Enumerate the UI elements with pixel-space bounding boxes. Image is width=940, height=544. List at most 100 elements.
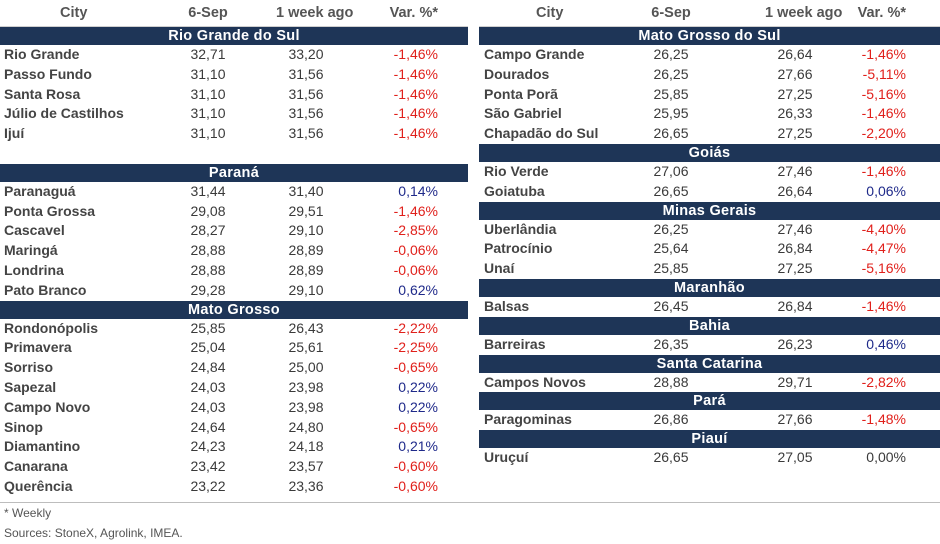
price-week-ago: 29,51 [288, 202, 324, 219]
price-variation: -2,25% [393, 339, 438, 356]
price-variation: -1,46% [393, 105, 438, 122]
header-city: City [536, 5, 564, 21]
city-name: Ponta Porã [484, 85, 558, 102]
price-variation: -2,82% [861, 373, 906, 390]
price-week-ago: 23,36 [288, 477, 324, 494]
city-name: Uruçuí [484, 449, 529, 466]
price-variation: -1,46% [861, 46, 906, 62]
region-header: Mato Grosso [0, 300, 468, 319]
city-name: Querência [4, 477, 73, 494]
price-week-ago: 26,23 [777, 335, 813, 352]
price-week-ago: 27,25 [777, 125, 813, 142]
price-week-ago: 24,18 [288, 438, 324, 455]
table-row: Patrocínio 25,64 26,84 -4,47% [479, 239, 940, 259]
price-variation: -1,46% [393, 85, 438, 102]
price-variation: -0,60% [393, 477, 438, 494]
header-week-ago: 1 week ago [765, 5, 843, 21]
price-current: 25,85 [653, 260, 689, 277]
city-name: Campo Novo [4, 398, 91, 415]
price-week-ago: 29,10 [288, 222, 324, 239]
left-price-table: City 6-Sep 1 week ago Var. %* Rio Grande… [0, 0, 468, 497]
header-date: 6-Sep [651, 5, 691, 21]
price-current: 26,25 [653, 46, 689, 62]
price-current: 26,45 [653, 297, 689, 314]
price-variation: 0,62% [398, 281, 438, 298]
header-variation: Var. %* [857, 5, 906, 21]
price-variation: -0,60% [393, 458, 438, 475]
region-header: Mato Grosso do Sul [479, 27, 940, 45]
table-row: Unaí 25,85 27,25 -5,16% [479, 259, 940, 279]
city-name: Sinop [4, 418, 43, 435]
city-name: Dourados [484, 65, 550, 82]
city-name: Sorriso [4, 359, 54, 376]
price-week-ago: 23,98 [288, 378, 324, 395]
city-name: Barreiras [484, 335, 546, 352]
price-week-ago: 31,56 [288, 85, 324, 102]
region-header: Rio Grande do Sul [0, 27, 468, 45]
table-row: Maringá 28,88 28,89 -0,06% [0, 241, 468, 261]
table-row: Campo Grande 26,25 26,64 -1,46% [479, 45, 940, 65]
city-name: Pato Branco [4, 281, 87, 298]
price-variation: 0,14% [398, 182, 438, 199]
table-row: Sapezal 24,03 23,98 0,22% [0, 378, 468, 398]
region-header: Bahia [479, 316, 940, 335]
city-name: Goiatuba [484, 182, 545, 199]
price-current: 25,04 [190, 339, 226, 356]
price-current: 26,25 [653, 65, 689, 82]
table-row: Chapadão do Sul 26,65 27,25 -2,20% [479, 124, 940, 144]
price-week-ago: 26,64 [777, 46, 813, 62]
footer-divider [0, 502, 940, 503]
price-week-ago: 27,46 [777, 220, 813, 237]
price-current: 24,84 [190, 359, 226, 376]
region-header: Piauí [479, 430, 940, 449]
city-name: Chapadão do Sul [484, 125, 599, 142]
price-current: 24,64 [190, 418, 226, 435]
table-row: Campo Novo 24,03 23,98 0,22% [0, 398, 468, 418]
header-city: City [60, 5, 88, 21]
sources-note: Sources: StoneX, Agrolink, IMEA. [4, 526, 183, 540]
city-name: Rio Grande [4, 46, 80, 62]
price-current: 31,10 [190, 65, 226, 82]
city-name: Diamantino [4, 438, 81, 455]
city-name: Maringá [4, 242, 58, 259]
price-variation: -1,48% [861, 411, 906, 428]
price-week-ago: 27,05 [777, 449, 813, 466]
price-variation: 0,00% [866, 449, 906, 466]
price-week-ago: 29,71 [777, 373, 813, 390]
table-row: Primavera 25,04 25,61 -2,25% [0, 338, 468, 358]
table-row: São Gabriel 25,95 26,33 -1,46% [479, 104, 940, 124]
city-name: São Gabriel [484, 105, 562, 122]
table-row: Sorriso 24,84 25,00 -0,65% [0, 358, 468, 378]
price-variation: -0,06% [393, 242, 438, 259]
table-row: Rondonópolis 25,85 26,43 -2,22% [0, 319, 468, 339]
price-week-ago: 24,80 [288, 418, 324, 435]
header-week-ago: 1 week ago [276, 5, 354, 21]
price-variation: -0,65% [393, 359, 438, 376]
spacer [0, 144, 468, 164]
table-row: Diamantino 24,23 24,18 0,21% [0, 437, 468, 457]
price-current: 23,22 [190, 477, 226, 494]
price-current: 26,65 [653, 125, 689, 142]
table-row: Dourados 26,25 27,66 -5,11% [479, 65, 940, 85]
price-week-ago: 33,20 [288, 46, 324, 62]
table-row: Paranaguá 31,44 31,40 0,14% [0, 182, 468, 202]
price-variation: -5,11% [862, 65, 906, 82]
city-name: Campos Novos [484, 373, 586, 390]
price-current: 31,10 [190, 85, 226, 102]
price-current: 26,65 [653, 182, 689, 199]
price-variation: -2,85% [393, 222, 438, 239]
table-row: Uruçuí 26,65 27,05 0,00% [479, 448, 940, 468]
price-week-ago: 27,25 [777, 85, 813, 102]
city-name: Rondonópolis [4, 319, 99, 336]
table-row: Campos Novos 28,88 29,71 -2,82% [479, 373, 940, 393]
price-week-ago: 29,10 [288, 281, 324, 298]
price-variation: -2,22% [393, 319, 438, 336]
price-variation: 0,22% [398, 398, 438, 415]
table-row: Rio Grande 32,71 33,20 -1,46% [0, 45, 468, 65]
city-name: Ijuí [4, 125, 25, 142]
price-current: 26,65 [653, 449, 689, 466]
region-header: Santa Catarina [479, 354, 940, 373]
price-current: 31,44 [190, 182, 226, 199]
price-variation: -1,46% [393, 202, 438, 219]
table-row: Paragominas 26,86 27,66 -1,48% [479, 410, 940, 430]
